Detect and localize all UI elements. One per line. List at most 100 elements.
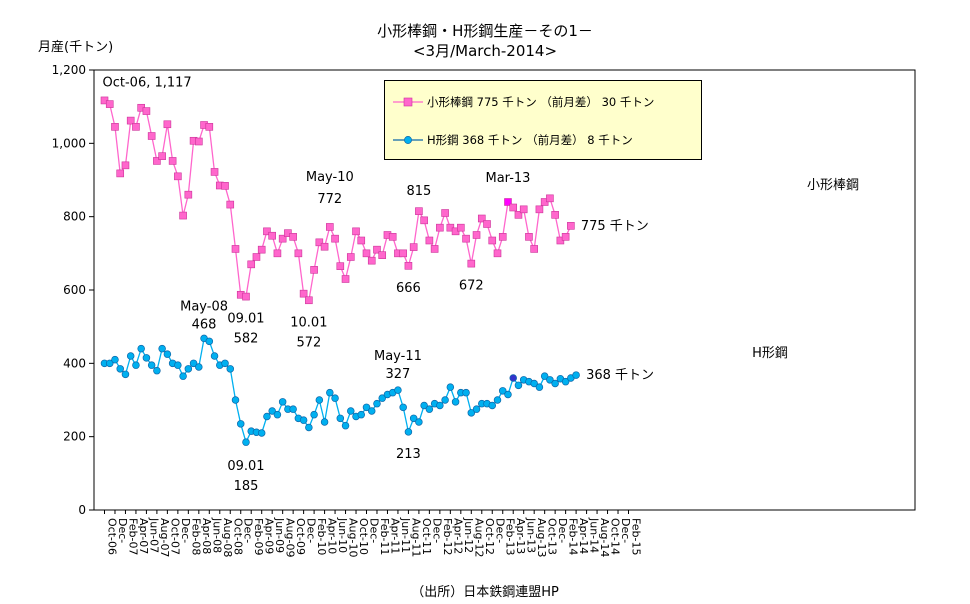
x-tick-label: Aug-07 xyxy=(158,518,171,557)
data-point xyxy=(242,438,250,446)
data-point xyxy=(205,123,214,131)
data-point xyxy=(488,401,497,410)
data-point xyxy=(294,249,303,258)
data-label: Oct-06, 1,117 xyxy=(103,75,192,90)
x-tick-label: Jun-08 xyxy=(210,517,223,553)
x-tick-label: Apr-11 xyxy=(388,518,401,554)
data-point xyxy=(174,172,182,181)
data-point xyxy=(168,157,177,165)
data-point xyxy=(121,161,130,170)
x-tick-label: Oct-14 xyxy=(609,518,622,555)
y-tick-label: 600 xyxy=(63,283,86,297)
x-tick-label: Oct-08 xyxy=(231,518,244,555)
data-point xyxy=(257,245,266,254)
data-point xyxy=(567,222,575,230)
data-point xyxy=(195,137,203,146)
data-point xyxy=(535,383,544,391)
data-point xyxy=(105,100,114,108)
data-point xyxy=(331,234,339,243)
chart-title: 小形棒鋼・H形鋼生産－その1－ xyxy=(377,22,593,40)
data-point xyxy=(551,379,559,388)
x-tick-label: Oct-13 xyxy=(546,518,559,555)
x-tick-label: Feb-10 xyxy=(315,518,328,555)
x-tick-label: Aug-14 xyxy=(598,518,611,557)
data-point xyxy=(341,275,350,283)
data-point xyxy=(310,266,318,274)
data-point xyxy=(158,344,166,353)
data-point xyxy=(346,253,355,261)
x-tick-label: Apr-14 xyxy=(577,518,590,554)
data-point xyxy=(488,236,497,245)
data-point xyxy=(315,396,324,404)
x-tick-label: Dec- xyxy=(305,518,318,543)
data-point xyxy=(367,407,376,415)
x-tick-label: Aug-13 xyxy=(535,518,548,557)
data-point xyxy=(441,396,449,404)
data-point xyxy=(231,245,240,253)
data-label: 468 xyxy=(192,317,217,332)
legend-label-series1: 小形棒鋼 775 千トン （前月差） 30 千トン xyxy=(427,95,655,109)
data-point xyxy=(147,132,156,140)
end-label: 368 千トン xyxy=(586,368,654,383)
x-tick-label: Dec- xyxy=(619,518,632,543)
data-point xyxy=(362,403,371,412)
legend-marker-circle-icon xyxy=(393,136,423,144)
data-point xyxy=(425,236,434,245)
y-tick-label: 1,000 xyxy=(52,136,86,150)
data-point xyxy=(305,296,313,305)
x-tick-label: Oct-12 xyxy=(483,518,496,555)
data-label: May-11 xyxy=(374,349,422,364)
data-label: 572 xyxy=(296,335,321,350)
source-note: （出所）日本鉄鋼連盟HP xyxy=(411,585,559,600)
data-point xyxy=(347,407,355,415)
data-point xyxy=(299,289,308,298)
data-point xyxy=(378,251,387,259)
data-point xyxy=(132,361,140,369)
data-point xyxy=(509,374,517,382)
x-tick-label: Feb-07 xyxy=(126,518,139,555)
x-tick-label: Dec- xyxy=(430,518,443,543)
data-point xyxy=(257,429,266,437)
x-tick-label: Apr-08 xyxy=(200,518,213,554)
data-point xyxy=(415,207,423,215)
data-point xyxy=(477,214,486,223)
data-point xyxy=(399,249,407,258)
data-point xyxy=(221,182,229,190)
data-point xyxy=(352,227,360,236)
data-point xyxy=(179,211,187,220)
data-point xyxy=(278,234,287,243)
data-point xyxy=(299,416,308,424)
end-label: 775 千トン xyxy=(581,219,649,234)
data-point xyxy=(409,243,418,251)
data-point xyxy=(179,372,187,380)
x-tick-label: Apr-07 xyxy=(137,518,150,554)
data-point xyxy=(236,420,245,428)
data-point xyxy=(153,157,161,165)
data-point xyxy=(472,405,481,413)
x-tick-label: Jun-11 xyxy=(399,517,412,553)
x-tick-label: Apr-12 xyxy=(451,518,464,554)
data-point xyxy=(504,198,512,206)
y-tick-label: 1,200 xyxy=(52,63,86,77)
data-label: 666 xyxy=(396,281,421,296)
data-point xyxy=(472,231,481,239)
data-point xyxy=(105,359,114,368)
data-point xyxy=(226,365,235,373)
data-point xyxy=(126,116,135,125)
data-point xyxy=(436,223,444,232)
x-tick-label: Feb-08 xyxy=(189,518,202,555)
data-point xyxy=(525,233,533,241)
data-point xyxy=(357,410,366,419)
x-tick-label: Feb-09 xyxy=(252,518,265,555)
x-tick-label: Jun-07 xyxy=(147,517,160,553)
data-point xyxy=(519,205,528,214)
data-point xyxy=(404,261,413,270)
data-point xyxy=(436,401,444,410)
x-tick-label: Dec- xyxy=(368,518,381,543)
data-point xyxy=(551,211,559,219)
x-tick-label: Dec- xyxy=(242,518,255,543)
data-point xyxy=(320,418,329,426)
x-tick-label: Aug-09 xyxy=(284,518,297,557)
data-point xyxy=(378,394,386,402)
data-point xyxy=(289,233,297,241)
